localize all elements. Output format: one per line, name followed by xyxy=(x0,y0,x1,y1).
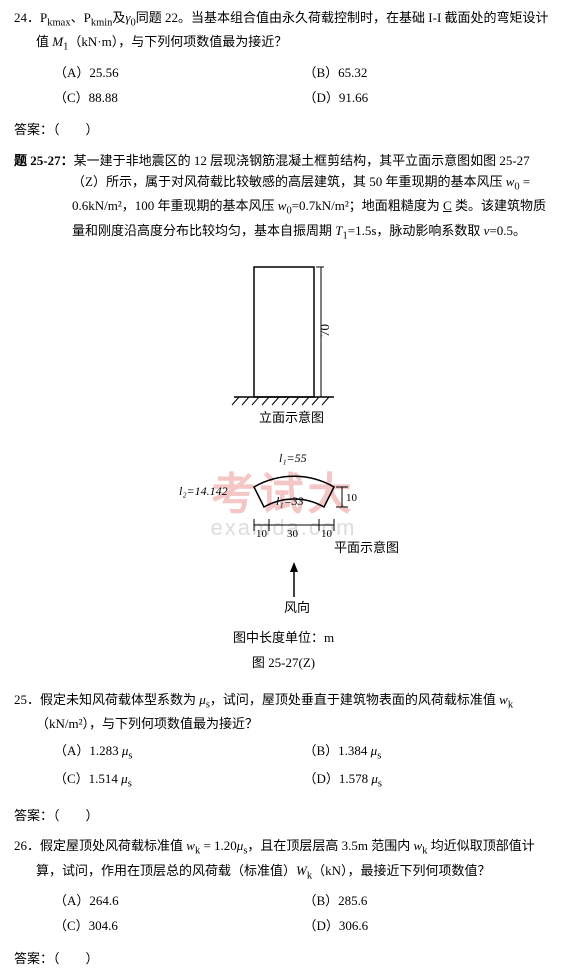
svg-text:10: 10 xyxy=(346,492,358,504)
q25-options: （A）1.283 μs （B）1.384 μs （C）1.514 μs （D）1… xyxy=(14,739,553,796)
q25-opt-b: （B）1.384 μs xyxy=(304,739,554,767)
q26-opt-b: （B）285.6 xyxy=(304,889,554,914)
question-24: 24．Pkmax、Pkmin及γ0同题 22。当基本组合值由永久荷载控制时，在基… xyxy=(14,8,553,110)
figure-unit: 图中长度单位：m xyxy=(14,628,553,649)
q25-body: 假定未知风荷载体型系数为 μs，试问，屋顶处垂直于建筑物表面的风荷载标准值 wk… xyxy=(36,692,513,731)
q25-answer: 答案：（ ） xyxy=(14,806,553,827)
q24-body: Pkmax、Pkmin及γ0同题 22。当基本组合值由永久荷载控制时，在基础 I… xyxy=(36,10,549,49)
q26-options: （A）264.6 （B）285.6 （C）304.6 （D）306.6 xyxy=(14,889,553,939)
svg-text:30: 30 xyxy=(287,528,299,540)
q24-text: 24．Pkmax、Pkmin及γ0同题 22。当基本组合值由永久荷载控制时，在基… xyxy=(14,8,553,57)
figure-25-27: 70 立面示意图 l₁=55 l₂=14.142 l₁=33 xyxy=(14,257,553,673)
q24-opt-a: （A）25.56 xyxy=(54,61,304,86)
q25-opt-d: （D）1.578 μs xyxy=(304,767,554,795)
svg-text:立面示意图: 立面示意图 xyxy=(259,410,324,425)
q24-opt-b: （B）65.32 xyxy=(304,61,554,86)
q24-num: 24． xyxy=(14,10,40,25)
q26-opt-a: （A）264.6 xyxy=(54,889,304,914)
q26-body: 假定屋顶处风荷载标准值 wk = 1.20μs，且在顶层层高 3.5m 范围内 … xyxy=(36,838,535,877)
svg-text:l₁=55: l₁=55 xyxy=(279,451,307,465)
svg-text:l₁=33: l₁=33 xyxy=(276,494,304,508)
q24-answer: 答案：（ ） xyxy=(14,120,553,141)
q26-answer: 答案：（ ） xyxy=(14,949,553,969)
svg-text:风向: 风向 xyxy=(284,600,310,615)
figure-svg: 70 立面示意图 l₁=55 l₂=14.142 l₁=33 xyxy=(154,257,414,617)
context-25-27: 题 25-27：某一建于非地震区的 12 层现浇钢筋混凝土框剪结构，其平立面示意… xyxy=(14,151,553,245)
question-25: 25．假定未知风荷载体型系数为 μs，试问，屋顶处垂直于建筑物表面的风荷载标准值… xyxy=(14,690,553,796)
q24-opt-d: （D）91.66 xyxy=(304,86,554,111)
q26-opt-c: （C）304.6 xyxy=(54,914,304,939)
q25-num: 25． xyxy=(14,692,40,707)
svg-text:l₂=14.142: l₂=14.142 xyxy=(179,484,228,498)
q24-options: （A）25.56 （B）65.32 （C）88.88 （D）91.66 xyxy=(14,61,553,111)
svg-text:10: 10 xyxy=(321,528,333,540)
question-26: 26．假定屋顶处风荷载标准值 wk = 1.20μs，且在顶层层高 3.5m 范… xyxy=(14,836,553,938)
context-body: 某一建于非地震区的 12 层现浇钢筋混凝土框剪结构，其平立面示意图如图 25-2… xyxy=(72,153,546,238)
q24-opt-c: （C）88.88 xyxy=(54,86,304,111)
q25-opt-a: （A）1.283 μs xyxy=(54,739,304,767)
q26-num: 26． xyxy=(14,838,40,853)
figure-number: 图 25-27(Z) xyxy=(14,653,553,674)
q25-opt-c: （C）1.514 μs xyxy=(54,767,304,795)
q26-opt-d: （D）306.6 xyxy=(304,914,554,939)
context-label: 题 25-27： xyxy=(14,153,74,168)
q25-text: 25．假定未知风荷载体型系数为 μs，试问，屋顶处垂直于建筑物表面的风荷载标准值… xyxy=(14,690,553,735)
svg-text:10: 10 xyxy=(256,528,268,540)
svg-text:平面示意图: 平面示意图 xyxy=(334,540,399,555)
svg-text:70: 70 xyxy=(317,324,332,337)
q26-text: 26．假定屋顶处风荷载标准值 wk = 1.20μs，且在顶层层高 3.5m 范… xyxy=(14,836,553,885)
